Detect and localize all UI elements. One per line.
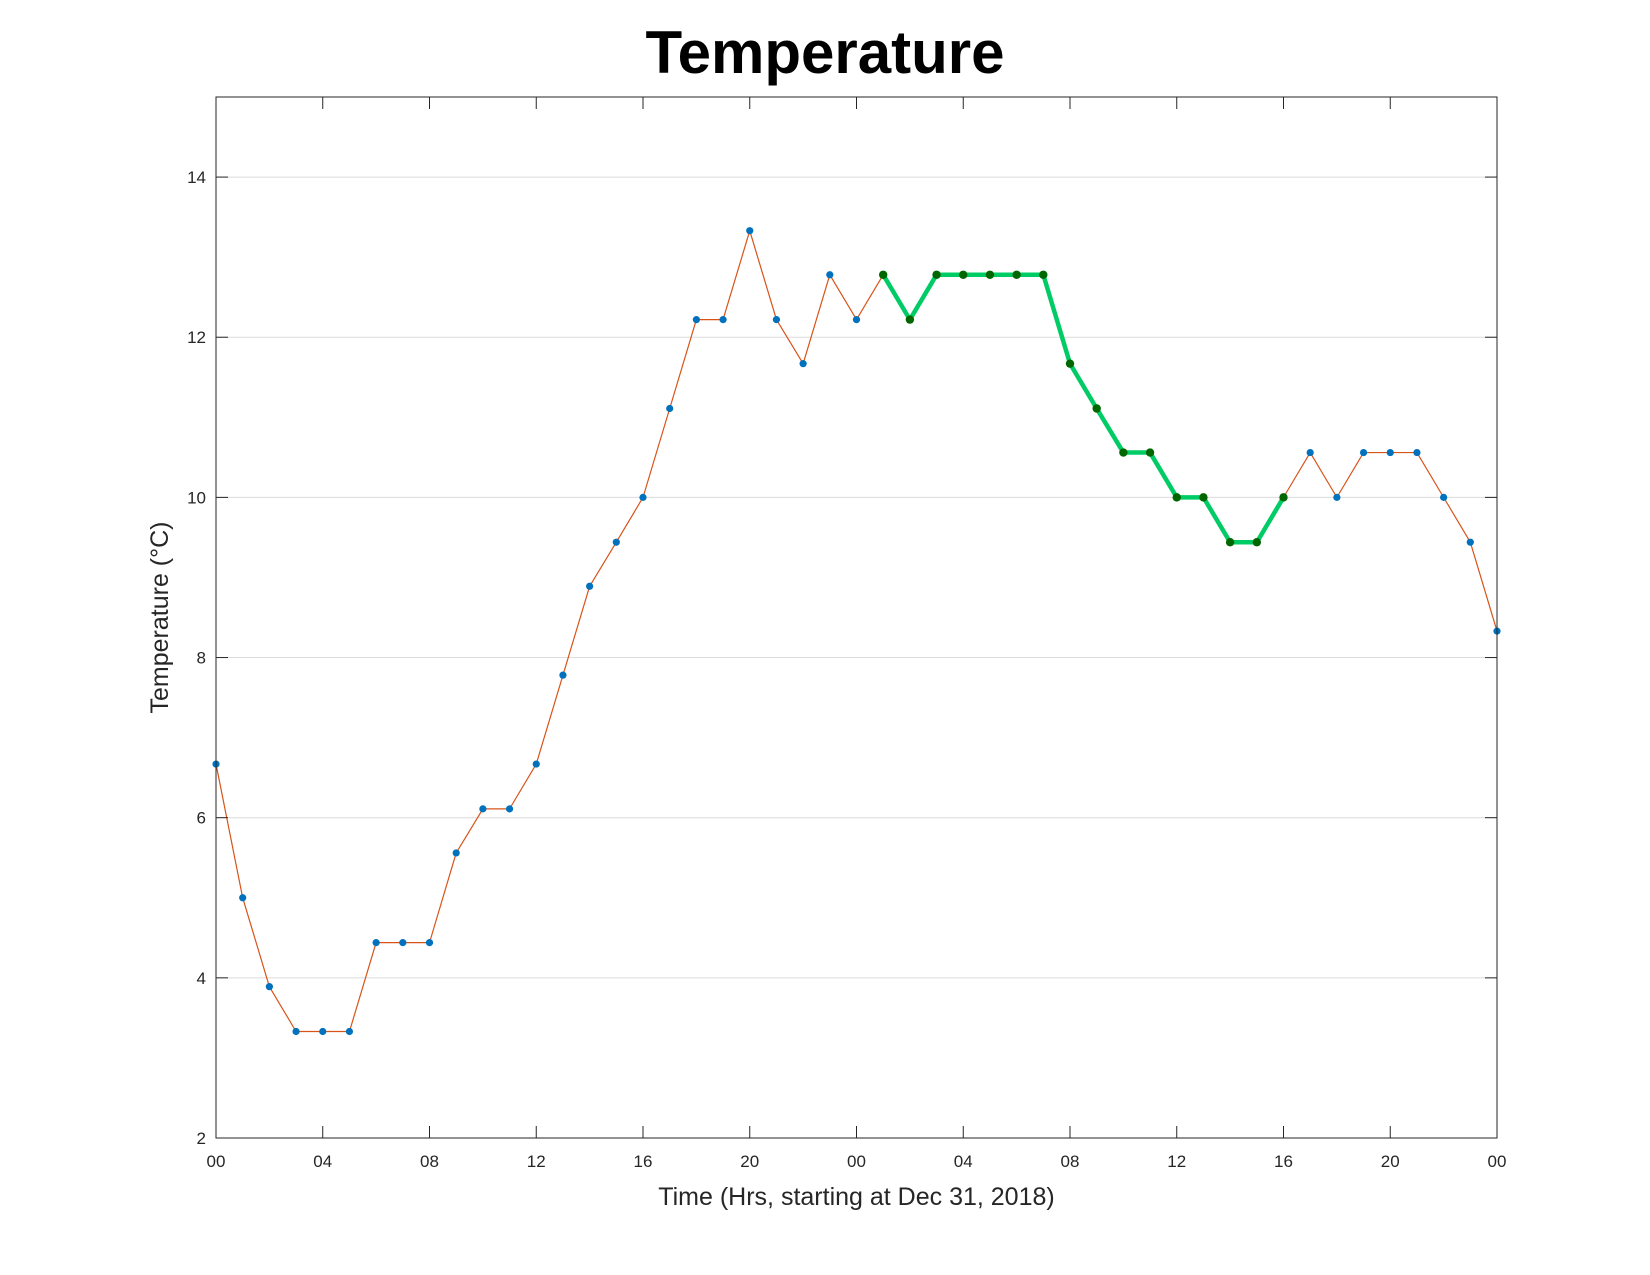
- data-point: [1413, 448, 1421, 457]
- highlight-point: [985, 270, 995, 279]
- data-point: [1466, 538, 1474, 546]
- data-point: [425, 939, 434, 947]
- data-point: [1306, 448, 1314, 457]
- highlight-point: [959, 270, 968, 279]
- data-point: [399, 939, 407, 947]
- data-point: [719, 316, 727, 324]
- highlight-point: [1252, 538, 1262, 547]
- data-point: [265, 983, 273, 991]
- data-point: [639, 493, 647, 501]
- data-point: [586, 582, 594, 590]
- data-point: [666, 404, 674, 413]
- x-tick-label: 04: [313, 1152, 332, 1171]
- highlight-point: [1199, 493, 1208, 502]
- x-axis-title: Time (Hrs, starting at Dec 31, 2018): [658, 1183, 1054, 1211]
- series-layer: [212, 227, 1501, 1036]
- x-tick-label: 12: [1167, 1152, 1186, 1171]
- y-tick-label: 14: [187, 168, 206, 187]
- axis-ticks: 2 4 6 8 10 12 14 00 04 08 12 16 20 00 04 08 12 16 20 00: [187, 97, 1506, 1171]
- x-tick-label: 00: [1488, 1152, 1507, 1171]
- chart-title: Temperature: [645, 19, 1005, 86]
- plot-background: [216, 97, 1497, 1138]
- data-point: [772, 316, 781, 324]
- highlight-point: [1225, 538, 1235, 547]
- data-point: [826, 271, 834, 279]
- highlight-point: [1065, 359, 1075, 368]
- y-tick-label: 10: [187, 488, 206, 507]
- data-point: [292, 1027, 300, 1036]
- data-point: [1359, 448, 1368, 457]
- data-point: [612, 538, 620, 546]
- highlight-point: [1012, 270, 1021, 279]
- x-tick-label: 16: [1274, 1152, 1293, 1171]
- x-tick-label: 12: [527, 1152, 546, 1171]
- highlight-point: [878, 270, 888, 279]
- highlight-point: [1279, 493, 1288, 502]
- highlight-point: [1039, 270, 1048, 279]
- y-tick-label: 4: [197, 969, 206, 988]
- data-point: [1333, 493, 1341, 501]
- highlight-point: [1092, 404, 1101, 413]
- x-tick-label: 16: [634, 1152, 653, 1171]
- highlight-point: [1145, 448, 1155, 457]
- y-axis-title: Temperature (°C): [146, 522, 174, 714]
- data-point: [1386, 448, 1394, 457]
- data-point: [239, 894, 247, 902]
- highlight-point: [1119, 448, 1128, 457]
- data-point: [345, 1027, 354, 1036]
- data-point: [452, 849, 460, 857]
- data-point: [746, 227, 754, 235]
- data-point: [532, 760, 540, 768]
- grid-lines: [216, 176, 1497, 979]
- y-tick-label: 8: [197, 649, 206, 668]
- data-point: [479, 805, 487, 813]
- x-tick-label: 00: [847, 1152, 866, 1171]
- data-point: [372, 939, 380, 947]
- highlight-series-line: [880, 272, 1286, 545]
- y-tick-label: 6: [197, 809, 206, 828]
- y-tick-label: 2: [197, 1129, 206, 1148]
- x-tick-label: 08: [1061, 1152, 1080, 1171]
- data-point: [505, 805, 514, 813]
- highlight-point: [1172, 493, 1181, 502]
- data-point: [1440, 493, 1448, 501]
- data-point: [692, 316, 700, 324]
- highlight-point: [932, 270, 941, 279]
- data-point: [319, 1027, 327, 1036]
- x-tick-label: 20: [740, 1152, 759, 1171]
- data-point: [852, 316, 861, 324]
- x-tick-label: 04: [954, 1152, 973, 1171]
- data-point: [559, 671, 567, 679]
- x-tick-label: 20: [1381, 1152, 1400, 1171]
- highlight-point: [905, 315, 915, 324]
- y-tick-label: 12: [187, 328, 206, 347]
- x-tick-label: 08: [420, 1152, 439, 1171]
- x-tick-label: 00: [207, 1152, 226, 1171]
- data-point: [799, 360, 807, 368]
